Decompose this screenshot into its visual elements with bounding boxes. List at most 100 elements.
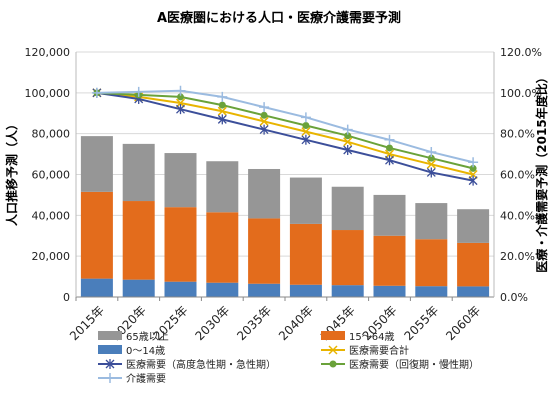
bar-15～64歳 [373, 235, 406, 286]
bar-15～64歳 [122, 201, 155, 280]
bar-0～14歳 [289, 284, 322, 297]
point-介護需要 [133, 86, 144, 97]
legend-label: 15～64歳 [349, 331, 394, 343]
y2-tick-label: 100.0% [500, 87, 542, 100]
point-医療需要（高度急性期・急性期） [385, 155, 394, 166]
point-医療需要（高度急性期・急性期） [259, 124, 269, 135]
legend-marker [328, 345, 338, 355]
point-医療需要（高度急性期・急性期） [176, 104, 185, 115]
bar-15～64歳 [206, 212, 239, 283]
bar-15～64歳 [415, 239, 448, 287]
x-tick-label: 2055年 [401, 303, 441, 343]
line-医療需要合計 [96, 91, 474, 176]
point-介護需要 [300, 112, 311, 123]
line-series [91, 85, 479, 186]
point-介護需要 [426, 147, 437, 158]
legend-item: 15～64歳 [321, 331, 394, 343]
legend-item: 65歳以上 [98, 331, 169, 343]
bar-0～14歳 [415, 286, 448, 297]
legend-item: 医療需要（高度急性期・急性期） [98, 358, 276, 371]
legend-swatch [98, 345, 122, 354]
bar-15～64歳 [289, 223, 322, 285]
point-介護需要 [175, 85, 186, 96]
y2-tick-label: 60.0% [500, 169, 535, 182]
bar-65歳以上 [373, 194, 406, 236]
point-医療需要（回復期・慢性期） [386, 144, 393, 152]
bar-15～64歳 [80, 191, 113, 279]
point-医療需要合計 [301, 127, 311, 137]
x-tick-label: 2030年 [192, 303, 232, 343]
legend-marker [105, 373, 115, 383]
bar-0～14歳 [248, 283, 281, 297]
point-医療需要（高度急性期・急性期） [343, 145, 353, 155]
point-医療需要（回復期・慢性期） [302, 122, 310, 129]
line-介護需要 [96, 89, 474, 164]
legend-label: 介護需要 [126, 372, 166, 385]
point-医療需要合計 [426, 159, 436, 169]
bar-0～14歳 [206, 282, 239, 297]
bar-65歳以上 [206, 161, 239, 213]
y-tick-label: 80,000 [32, 128, 71, 141]
point-医療需要（回復期・慢性期） [260, 111, 268, 119]
x-tick-label: 2040年 [276, 303, 316, 343]
bar-0～14歳 [80, 278, 113, 297]
bar-65歳以上 [457, 209, 490, 243]
legend-marker [105, 359, 115, 369]
legend-label: 医療需要合計 [349, 344, 409, 357]
point-介護需要 [342, 124, 353, 135]
point-医療需要合計 [343, 137, 353, 147]
legend-label: 0～14歳 [126, 345, 165, 357]
legend-item: 医療需要合計 [321, 344, 409, 357]
legend-label: 医療需要（高度急性期・急性期） [126, 358, 276, 371]
point-医療需要（回復期・慢性期） [344, 132, 352, 140]
bar-15～64歳 [248, 218, 281, 284]
bar-65歳以上 [331, 186, 364, 231]
y2-tick-label: 0.0% [500, 291, 528, 304]
bar-65歳以上 [164, 153, 197, 208]
bar-65歳以上 [415, 203, 448, 240]
y2-tick-label: 80.0% [500, 128, 535, 141]
bar-65歳以上 [289, 177, 322, 224]
legend-swatch [321, 331, 345, 340]
legend-item: 0～14歳 [98, 345, 165, 357]
bar-0～14歳 [122, 279, 155, 297]
point-医療需要合計 [259, 116, 269, 126]
y-tick-label: 20,000 [32, 250, 71, 263]
point-医療需要（回復期・慢性期） [218, 101, 226, 109]
point-医療需要（回復期・慢性期） [427, 154, 435, 162]
point-医療需要（回復期・慢性期） [469, 164, 477, 172]
point-介護需要 [468, 157, 479, 168]
y2-tick-label: 40.0% [500, 209, 535, 222]
point-医療需要合計 [217, 106, 227, 116]
bar-0～14歳 [331, 285, 364, 297]
y-tick-label: 60,000 [32, 169, 71, 182]
bar-0～14歳 [457, 286, 490, 297]
legend-label: 65歳以上 [126, 331, 169, 343]
bar-0～14歳 [373, 285, 406, 297]
legend-item: 医療需要（回復期・慢性期） [321, 358, 479, 371]
line-医療需要（高度急性期・急性期） [96, 91, 474, 182]
bar-15～64歳 [331, 230, 364, 286]
point-介護需要 [259, 102, 270, 113]
y-tick-label: 100,000 [25, 87, 71, 100]
chart-title: A医療圏における人口・医療介護需要予測 [157, 10, 401, 26]
line-医療需要（回復期・慢性期） [96, 91, 474, 170]
point-医療需要（高度急性期・急性期） [217, 114, 227, 125]
point-医療需要（高度急性期・急性期） [468, 175, 478, 186]
point-医療需要（回復期・慢性期） [177, 93, 184, 101]
x-tick-label: 2060年 [443, 303, 483, 343]
y2-tick-label: 120.0% [500, 46, 542, 59]
bar-65歳以上 [248, 168, 281, 219]
point-医療需要（高度急性期・急性期） [426, 167, 436, 178]
y-tick-label: 0 [63, 291, 70, 304]
legend-item: 介護需要 [98, 372, 166, 385]
point-介護需要 [91, 87, 102, 98]
bar-15～64歳 [164, 207, 197, 282]
bar-65歳以上 [80, 136, 113, 192]
x-tick-label: 2035年 [234, 303, 274, 343]
bar-0～14歳 [164, 281, 197, 297]
legend-label: 医療需要（回復期・慢性期） [349, 358, 479, 371]
